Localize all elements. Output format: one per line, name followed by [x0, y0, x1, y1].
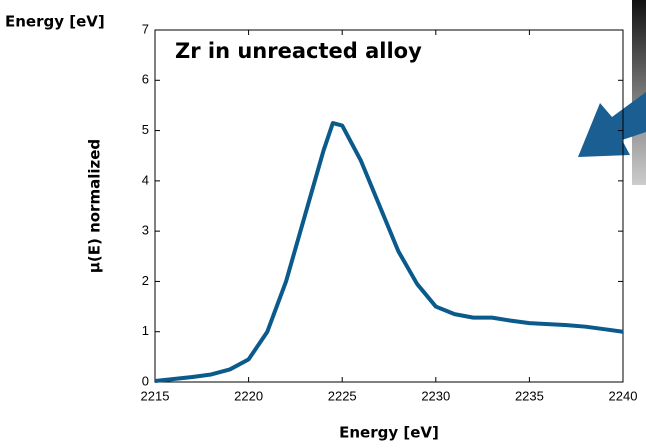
y-tick-label: 6 — [142, 72, 149, 87]
image-strip — [632, 0, 646, 185]
y-tick-label: 3 — [142, 223, 149, 238]
x-axis-label: Energy [eV] — [339, 424, 439, 442]
chart-title: Zr in unreacted alloy — [175, 39, 422, 63]
y-tick-label: 7 — [142, 21, 149, 36]
annotation: Energy [eV] — [5, 13, 105, 31]
x-tick-label: 2225 — [328, 388, 357, 403]
x-tick-label: 2240 — [609, 388, 638, 403]
plot-frame — [154, 29, 624, 383]
data-line — [154, 121, 624, 383]
y-axis-label: μ(E) normalized — [86, 139, 104, 273]
y-tick-label: 1 — [142, 323, 149, 338]
y-tick-label: 4 — [142, 172, 149, 187]
arrow — [578, 92, 646, 157]
x-tick-label: 2220 — [234, 388, 263, 403]
x-tick-label: 2230 — [421, 388, 450, 403]
y-tick-label: 2 — [142, 273, 149, 288]
y-tick-label: 5 — [142, 122, 149, 137]
x-tick-label: 2235 — [515, 388, 544, 403]
y-tick-label: 0 — [142, 373, 149, 388]
x-tick-label: 2215 — [141, 388, 170, 403]
